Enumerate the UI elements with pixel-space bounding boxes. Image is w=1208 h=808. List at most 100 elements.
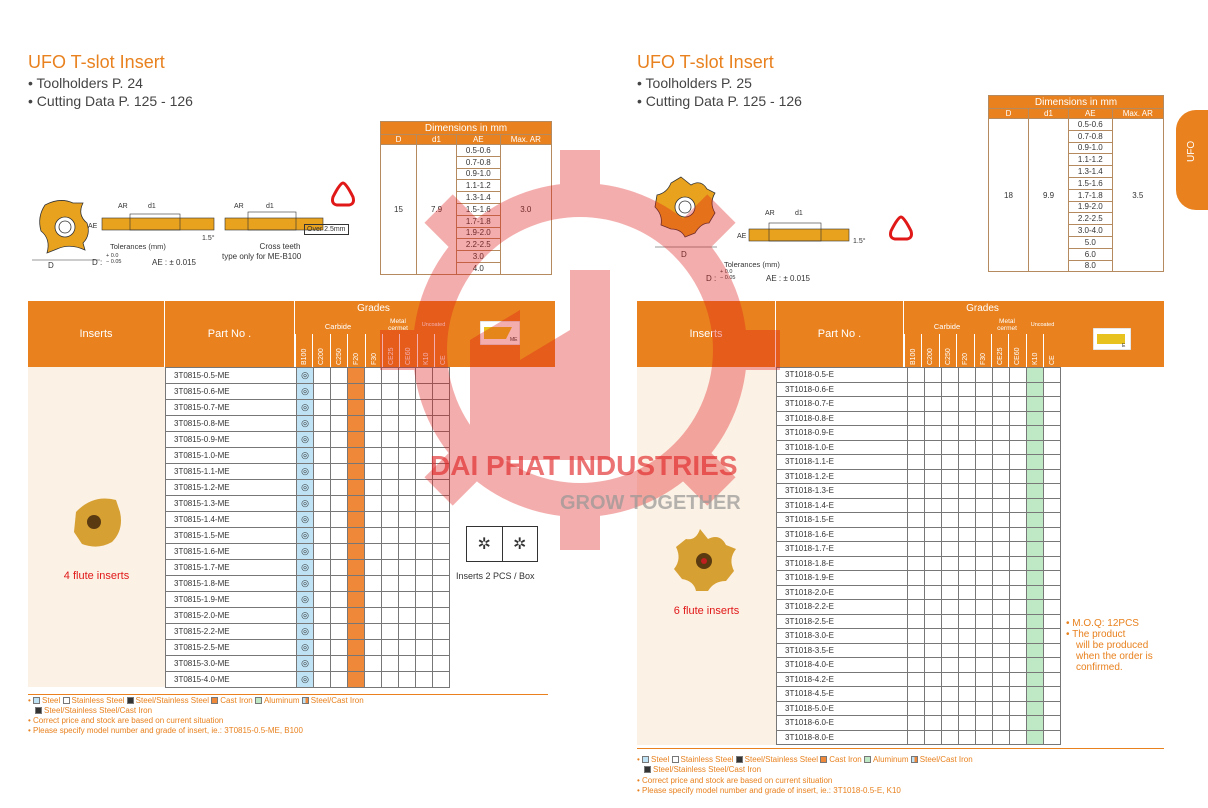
grade-cell: [347, 479, 365, 496]
right-insert-drawings: D AE AR d1 1.5°: [654, 176, 866, 259]
grade-cell: [941, 613, 959, 629]
grade-cell: [1043, 439, 1061, 455]
part-number: 3T1018-1.0-E: [776, 439, 908, 455]
grade-cell: [347, 415, 365, 432]
grade-cell: [907, 555, 925, 571]
part-number: 3T1018-6.0-E: [776, 715, 908, 731]
grade-cell: [415, 671, 433, 688]
grade-cell: [958, 439, 976, 455]
available-icon: ◎: [301, 610, 309, 620]
grade-cell: [992, 628, 1010, 644]
grade-cell: [958, 367, 976, 383]
available-icon: ◎: [301, 482, 309, 492]
grade-cell: ◎: [296, 527, 314, 544]
grade-cell: [1009, 512, 1027, 528]
table-row: 3T0815-4.0-ME ◎: [165, 671, 450, 688]
part-number: 3T1018-1.2-E: [776, 468, 908, 484]
table-row: 3T1018-1.3-E: [776, 483, 1061, 499]
table-row: 3T1018-4.2-E: [776, 671, 1061, 687]
grade-cell: [924, 584, 942, 600]
table-row: 3T0815-1.1-ME ◎: [165, 463, 450, 480]
grade-cell: [347, 383, 365, 400]
grade-cell: [381, 575, 399, 592]
grade-cell: [924, 686, 942, 702]
available-icon: ◎: [301, 514, 309, 524]
table-row: 3T0815-1.9-ME ◎: [165, 591, 450, 608]
watermark-gear-icon: [380, 150, 780, 550]
grade-cell: [330, 463, 348, 480]
grade-cell: [924, 657, 942, 673]
grade-cell: [330, 447, 348, 464]
grade-cell: [398, 655, 416, 672]
right-flute-label: 6 flute inserts: [673, 605, 740, 617]
grade-cell: [1043, 686, 1061, 702]
part-number: 3T1018-2.5-E: [776, 613, 908, 629]
grade-cell: [975, 584, 993, 600]
grade-cell: [992, 729, 1010, 745]
grade-cell: ◎: [296, 511, 314, 528]
table-row: 3T0815-1.5-ME ◎: [165, 527, 450, 544]
table-row: 3T0815-0.7-ME ◎: [165, 399, 450, 416]
grade-cell: [1009, 628, 1027, 644]
part-number: 3T0815-2.5-ME: [165, 639, 297, 656]
grade-cell: [1009, 425, 1027, 441]
grade-cell: [1026, 526, 1044, 542]
grade-cell: [924, 599, 942, 615]
grade-cell: [1043, 555, 1061, 571]
svg-text:d1: d1: [148, 203, 156, 210]
grade-cell: [381, 655, 399, 672]
grade-cell: [907, 526, 925, 542]
grade-cell: [924, 425, 942, 441]
table-row: 3T0815-2.0-ME ◎: [165, 607, 450, 624]
right-tol-ae: AE : ± 0.015: [766, 274, 810, 283]
part-number: 3T0815-1.7-ME: [165, 559, 297, 576]
grade-cell: [941, 642, 959, 658]
grade-cell: [1026, 439, 1044, 455]
table-row: 3T1018-1.0-E: [776, 439, 1061, 455]
grade-cell: [330, 495, 348, 512]
grade-cell: [313, 543, 331, 560]
grade-cell: [975, 439, 993, 455]
grade-cell: ◎: [296, 367, 314, 384]
right-grade-header: [637, 301, 1164, 367]
grade-cell: [975, 497, 993, 513]
part-number: 3T1018-1.4-E: [776, 497, 908, 513]
grade-cell: [958, 671, 976, 687]
ufo-side-tab[interactable]: UFO: [1176, 110, 1208, 210]
moq-note: • M.O.Q: 12PCS • The product will be pro…: [1066, 618, 1153, 673]
table-row: 3T0815-1.3-ME ◎: [165, 495, 450, 512]
grade-cell: ◎: [296, 399, 314, 416]
svg-text:d1: d1: [266, 203, 274, 210]
svg-text:d1: d1: [795, 210, 803, 217]
svg-text:E: E: [1122, 343, 1126, 349]
part-number: 3T0815-4.0-ME: [165, 671, 297, 688]
box-icons: ✲ ✲: [466, 526, 538, 562]
available-icon: ◎: [301, 466, 309, 476]
grade-cell: [1009, 410, 1027, 426]
grade-cell: [941, 700, 959, 716]
grade-cell: [958, 599, 976, 615]
grade-cell: [1009, 381, 1027, 397]
grade-cell: [924, 642, 942, 658]
svg-text:AR: AR: [234, 203, 244, 210]
part-number: 3T1018-2.2-E: [776, 599, 908, 615]
grade-cell: [975, 686, 993, 702]
right-insert-photo: [674, 529, 736, 591]
grade-cell: ◎: [296, 655, 314, 672]
grade-cell: [330, 559, 348, 576]
grade-cell: [924, 483, 942, 499]
grade-cell: [907, 497, 925, 513]
part-number: 3T1018-0.7-E: [776, 396, 908, 412]
grade-cell: [1043, 497, 1061, 513]
grade-cell: [398, 639, 416, 656]
grade-cell: [313, 671, 331, 688]
grade-col-label: CE: [1043, 334, 1060, 367]
grade-cell: [415, 655, 433, 672]
box-label: Inserts 2 PCS / Box: [456, 571, 535, 581]
grade-cell: [941, 454, 959, 470]
grade-cell: [1043, 410, 1061, 426]
grade-cell: [330, 655, 348, 672]
grade-cell: [975, 613, 993, 629]
left-divider: [28, 694, 548, 695]
grade-cell: [924, 396, 942, 412]
